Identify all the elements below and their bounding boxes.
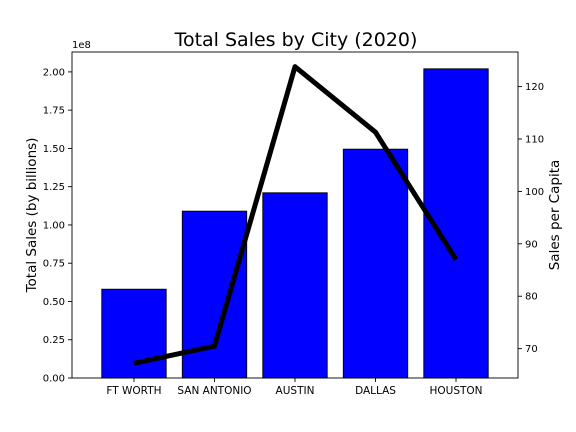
y-right-tick-label: 120 bbox=[525, 82, 544, 93]
x-axis: FT WORTH SAN ANTONIO AUSTIN DALLAS HOUSTON bbox=[106, 378, 482, 397]
x-tick-label: HOUSTON bbox=[429, 385, 482, 397]
y-left-tick-label: 0.75 bbox=[43, 259, 65, 270]
y-right-tick-label: 100 bbox=[525, 187, 544, 198]
y-left-tick-label: 1.25 bbox=[43, 182, 65, 193]
y-right-tick-label: 80 bbox=[525, 292, 538, 303]
bar bbox=[263, 193, 327, 378]
y-left-tick-label: 0.50 bbox=[43, 297, 65, 308]
bar bbox=[102, 289, 166, 378]
y-right-tick-label: 90 bbox=[525, 239, 538, 250]
y-left-tick-label: 2.00 bbox=[43, 67, 65, 78]
y-axis-left-label: Total Sales (by billions) bbox=[24, 138, 40, 294]
chart-title: Total Sales by City (2020) bbox=[174, 29, 418, 51]
y-axis-right-label: Sales per Capita bbox=[547, 160, 563, 271]
x-tick-label: FT WORTH bbox=[106, 385, 161, 397]
y-axis-left: 0.00 0.25 0.50 0.75 1.00 1.25 1.50 1.75 2.00 bbox=[43, 67, 72, 384]
y-left-tick-label: 1.00 bbox=[43, 220, 65, 231]
x-tick-label: AUSTIN bbox=[276, 385, 315, 397]
bar bbox=[343, 149, 407, 378]
y-left-tick-label: 0.00 bbox=[43, 374, 65, 385]
y-axis-offset-label: 1e8 bbox=[72, 40, 91, 51]
x-tick-label: DALLAS bbox=[355, 385, 396, 397]
y-right-tick-label: 70 bbox=[525, 344, 538, 355]
x-tick-label: SAN ANTONIO bbox=[177, 385, 251, 397]
y-axis-right: 70 80 90 100 110 120 bbox=[518, 82, 544, 355]
y-right-tick-label: 110 bbox=[525, 135, 544, 146]
y-left-tick-label: 0.25 bbox=[43, 335, 65, 346]
y-left-tick-label: 1.75 bbox=[43, 106, 65, 117]
y-left-tick-label: 1.50 bbox=[43, 144, 65, 155]
